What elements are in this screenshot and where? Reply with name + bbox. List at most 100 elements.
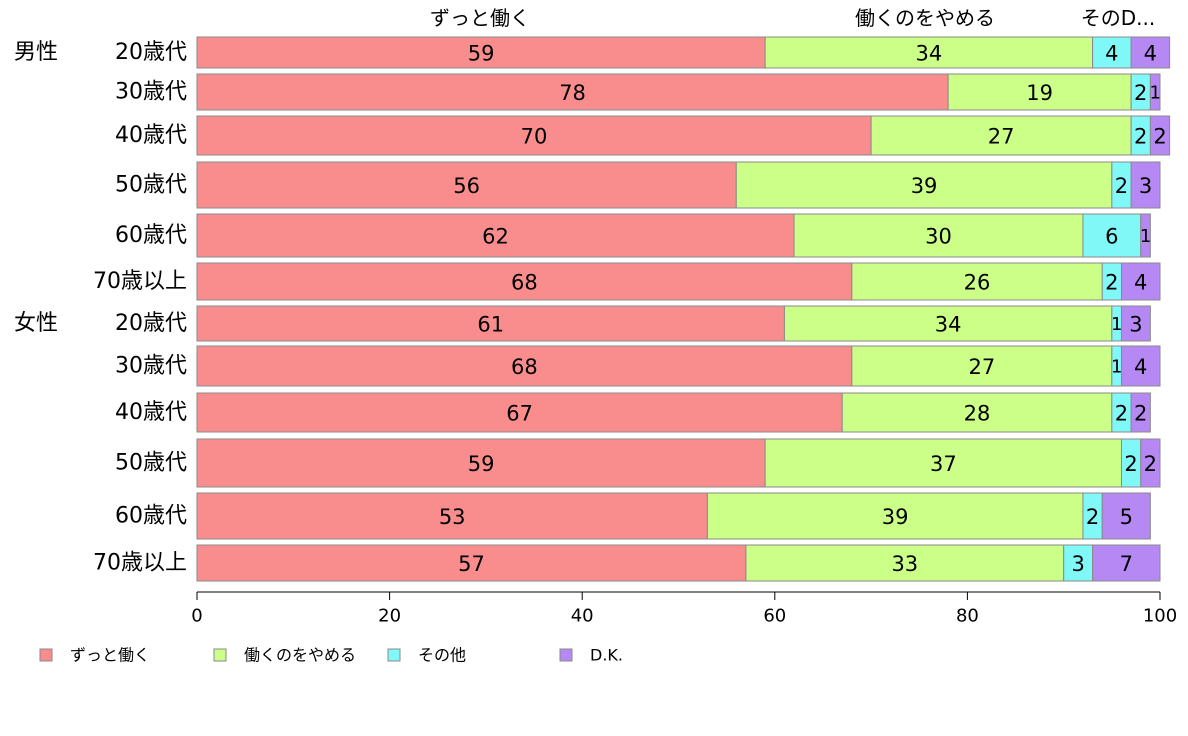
data-label-r1-s2: 2 xyxy=(1134,81,1147,105)
data-label-r10-s2: 2 xyxy=(1086,505,1099,529)
data-label-r11-s0: 57 xyxy=(458,552,485,576)
bar-segment-r3-s3 xyxy=(1130,161,1161,209)
bar-segment-r11-s2 xyxy=(1063,544,1094,582)
bar-segment-r1-s0 xyxy=(196,73,949,111)
top-label-0: ずっと働く xyxy=(430,6,530,30)
category-label-2: 40歳代 xyxy=(115,123,187,148)
category-label-1: 30歳代 xyxy=(115,80,187,105)
bar-segment-r10-s0 xyxy=(196,492,708,540)
bar-segment-r11-s0 xyxy=(196,544,747,582)
category-label-8: 40歳代 xyxy=(115,400,187,425)
bar-segment-r5-s1 xyxy=(851,262,1103,301)
data-label-r8-s1: 28 xyxy=(964,402,991,426)
data-label-r10-s3: 5 xyxy=(1120,505,1133,529)
legend-label-3: D.K. xyxy=(590,646,623,665)
category-label-11: 70歳以上 xyxy=(93,551,187,576)
bar-segment-r9-s1 xyxy=(764,438,1122,488)
data-label-r3-s0: 56 xyxy=(453,174,480,198)
data-label-r6-s2: 1 xyxy=(1111,314,1122,335)
bar-segment-r4-s2 xyxy=(1082,213,1142,258)
bar-segment-r11-s3 xyxy=(1092,544,1161,582)
data-label-r1-s3: 1 xyxy=(1149,83,1160,104)
bar-segment-r0-s2 xyxy=(1092,36,1132,69)
x-tick-label-5: 100 xyxy=(1143,606,1177,627)
category-label-6: 20歳代 xyxy=(115,311,187,336)
data-label-r7-s2: 1 xyxy=(1111,357,1122,378)
x-tick-label-2: 40 xyxy=(571,606,594,627)
data-label-r10-s0: 53 xyxy=(439,505,466,529)
bar-segment-r6-s1 xyxy=(783,305,1113,342)
data-label-r5-s2: 2 xyxy=(1105,271,1118,295)
category-label-7: 30歳代 xyxy=(115,354,187,379)
data-label-r0-s0: 59 xyxy=(468,42,495,66)
data-label-r11-s1: 33 xyxy=(891,552,918,576)
data-label-r4-s3: 1 xyxy=(1140,226,1151,247)
data-label-r3-s1: 39 xyxy=(911,174,938,198)
bar-segment-r8-s3 xyxy=(1130,392,1151,433)
bar-segment-r1-s1 xyxy=(947,73,1132,111)
x-tick-label-3: 60 xyxy=(763,606,786,627)
data-label-r2-s2: 2 xyxy=(1134,125,1147,149)
bar-segment-r7-s1 xyxy=(851,345,1113,387)
data-label-r10-s1: 39 xyxy=(882,505,909,529)
data-label-r0-s2: 4 xyxy=(1105,42,1118,66)
legend-swatch-1 xyxy=(213,648,227,662)
data-label-r9-s1: 37 xyxy=(930,452,957,476)
bar-segment-r0-s3 xyxy=(1130,36,1171,69)
legend-swatch-2 xyxy=(387,648,401,662)
data-label-r2-s3: 2 xyxy=(1153,125,1166,149)
bar-segment-r10-s3 xyxy=(1101,492,1151,540)
data-label-r5-s0: 68 xyxy=(511,271,538,295)
x-tick-label-4: 80 xyxy=(956,606,979,627)
bar-segment-r5-s3 xyxy=(1120,262,1161,301)
data-label-r7-s1: 27 xyxy=(968,355,995,379)
data-label-r9-s0: 59 xyxy=(468,452,495,476)
bar-segment-r3-s0 xyxy=(196,161,737,209)
data-label-r0-s1: 34 xyxy=(916,42,943,66)
legend-label-1: 働くのをやめる xyxy=(244,646,356,665)
legend-label-0: ずっと働く xyxy=(70,646,150,665)
data-label-r7-s0: 68 xyxy=(511,355,538,379)
data-label-r2-s1: 27 xyxy=(988,125,1015,149)
bar-segment-r7-s3 xyxy=(1120,345,1161,387)
data-label-r9-s2: 2 xyxy=(1124,452,1137,476)
top-label-1: 働くのをやめる xyxy=(855,6,995,30)
legend-swatch-3 xyxy=(559,648,573,662)
category-label-0: 20歳代 xyxy=(115,40,187,65)
data-label-r6-s3: 3 xyxy=(1129,313,1142,337)
bar-segment-r5-s0 xyxy=(196,262,853,301)
category-label-9: 50歳代 xyxy=(115,451,187,476)
data-label-r1-s1: 19 xyxy=(1026,81,1053,105)
bar-segment-r9-s0 xyxy=(196,438,766,488)
bar-segment-r3-s1 xyxy=(735,161,1113,209)
group-label-0: 男性 xyxy=(14,40,58,65)
category-label-3: 50歳代 xyxy=(115,173,187,198)
data-label-r4-s2: 6 xyxy=(1105,225,1118,249)
bar-segment-r2-s1 xyxy=(870,115,1132,156)
data-label-r4-s0: 62 xyxy=(482,225,509,249)
data-label-r11-s2: 3 xyxy=(1071,552,1084,576)
bar-segment-r1-s3 xyxy=(1149,73,1161,111)
bar-segment-r4-s3 xyxy=(1140,213,1151,258)
bar-segment-r9-s3 xyxy=(1140,438,1161,488)
bar-segment-r11-s1 xyxy=(745,544,1065,582)
data-label-r8-s3: 2 xyxy=(1134,402,1147,426)
bar-segment-r8-s0 xyxy=(196,392,843,433)
data-label-r3-s3: 3 xyxy=(1139,174,1152,198)
data-label-r9-s3: 2 xyxy=(1144,452,1157,476)
group-label-1: 女性 xyxy=(14,311,58,336)
bar-segment-r0-s1 xyxy=(764,36,1094,69)
data-label-r3-s2: 2 xyxy=(1115,174,1128,198)
category-label-5: 70歳以上 xyxy=(93,269,187,294)
bar-segment-r6-s3 xyxy=(1120,305,1151,342)
data-label-r11-s3: 7 xyxy=(1120,552,1133,576)
bar-segment-r0-s0 xyxy=(196,36,766,69)
data-label-r4-s1: 30 xyxy=(925,225,952,249)
data-label-r5-s3: 4 xyxy=(1134,271,1147,295)
x-tick-label-0: 0 xyxy=(191,606,202,627)
data-label-r8-s2: 2 xyxy=(1115,402,1128,426)
data-label-r6-s1: 34 xyxy=(935,313,962,337)
legend-swatch-0 xyxy=(39,648,53,662)
data-label-r7-s3: 4 xyxy=(1134,355,1147,379)
